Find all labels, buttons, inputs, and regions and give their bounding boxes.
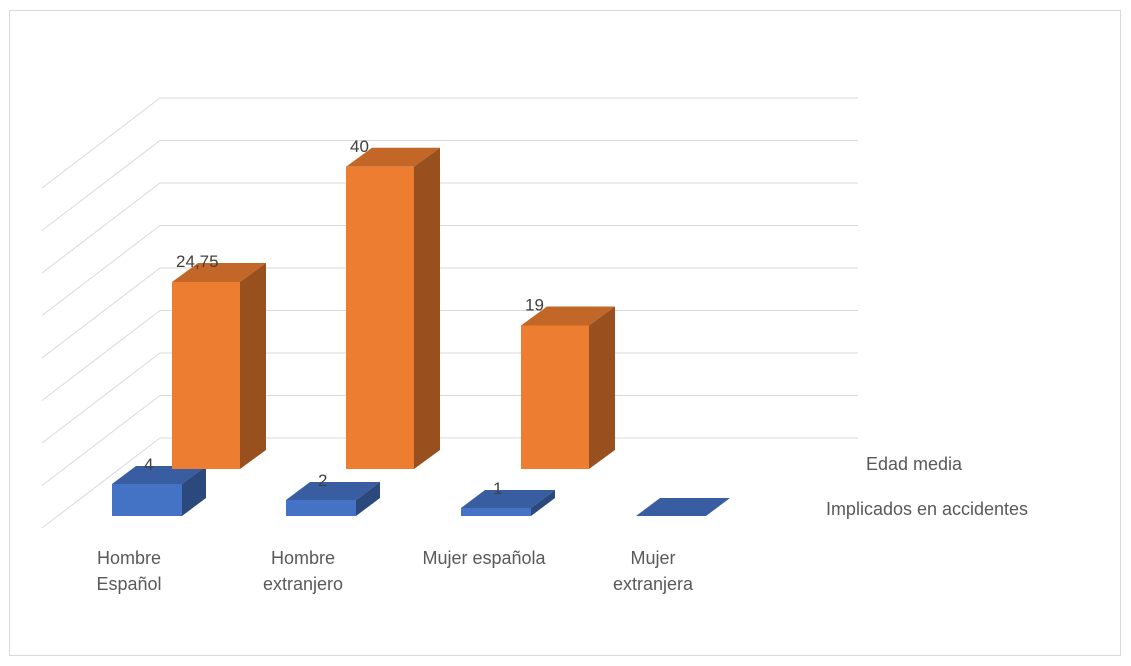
bar-implicados-front <box>461 508 531 516</box>
category-label-line: Español <box>96 574 161 594</box>
bar-implicados <box>461 490 555 516</box>
data-label-edad-media: 40 <box>350 137 369 156</box>
bar-implicados-front <box>286 500 356 516</box>
bar-edad-media-side <box>240 263 266 469</box>
bar-edad-media <box>346 147 440 469</box>
legend-edad-media: Edad media <box>866 454 963 474</box>
bar-implicados-side <box>182 466 206 516</box>
data-label-implicados: 2 <box>318 471 327 490</box>
bar-edad-media-front <box>521 325 589 469</box>
data-label-implicados: 1 <box>493 479 502 498</box>
category-label-line: Mujer <box>630 548 675 568</box>
gridline-side <box>41 225 161 316</box>
category-label-line: Hombre <box>97 548 161 568</box>
category-label-line: extranjera <box>613 574 694 594</box>
gridline-side <box>41 310 161 401</box>
bar-edad-media-top <box>521 306 615 326</box>
gridline-side <box>41 437 161 529</box>
bar-edad-media-top <box>172 263 266 282</box>
bar-implicados-side <box>531 490 555 516</box>
bar-edad-media <box>172 263 266 469</box>
bar-implicados <box>112 466 206 516</box>
category-label: Mujer española <box>422 548 546 568</box>
category-label: Mujer extranjera <box>613 548 694 594</box>
category-label: Hombre extranjero <box>263 548 343 594</box>
gridline-side <box>41 140 161 231</box>
back-row-bars <box>172 147 615 469</box>
bar-edad-media-front <box>346 166 414 469</box>
data-label-implicados: 4 <box>144 455 153 474</box>
legend-implicados: Implicados en accidentes <box>826 499 1028 519</box>
bar-edad-media <box>521 306 615 469</box>
gridline-side <box>41 97 161 189</box>
bar-implicados-top <box>636 498 730 516</box>
bar-implicados-top <box>461 490 555 508</box>
bar-implicados <box>286 482 380 516</box>
legend: Edad media Implicados en accidentes <box>826 454 1028 519</box>
bar-edad-media-front <box>172 282 240 469</box>
gridline-side <box>41 182 161 274</box>
bar-edad-media-side <box>414 147 440 469</box>
gridlines <box>41 97 858 529</box>
bar-implicados-side <box>356 482 380 516</box>
bar-implicados <box>636 498 730 516</box>
bar-implicados-front <box>112 484 182 516</box>
category-label-line: extranjero <box>263 574 343 594</box>
category-label: Hombre Español <box>96 548 161 594</box>
bar-implicados-top <box>112 466 206 484</box>
bar-edad-media-side <box>589 306 615 469</box>
bar-edad-media-top <box>346 147 440 167</box>
data-labels: 24,75 40 19 4 2 1 <box>144 137 544 498</box>
bar-implicados-top <box>286 482 380 500</box>
category-labels: Hombre Español Hombre extranjero Mujer españ… <box>96 548 694 594</box>
gridline-side <box>41 267 161 359</box>
gridline-side <box>41 352 161 444</box>
gridline-side <box>41 395 161 486</box>
data-label-edad-media: 19 <box>525 295 544 314</box>
category-label-line: Mujer española <box>422 548 546 568</box>
data-label-edad-media: 24,75 <box>176 252 219 271</box>
front-row-bars <box>112 466 730 516</box>
category-label-line: Hombre <box>271 548 335 568</box>
